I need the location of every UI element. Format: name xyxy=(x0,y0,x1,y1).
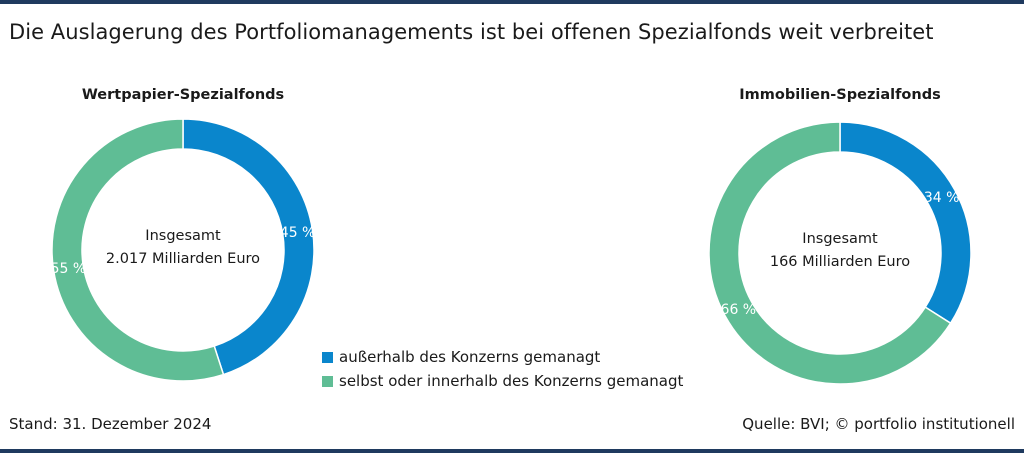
legend-label-extern: außerhalb des Konzerns gemanagt xyxy=(339,348,601,366)
legend: außerhalb des Konzerns gemanagt selbst o… xyxy=(322,345,683,393)
donut-slice-immobilien-1 xyxy=(708,121,952,385)
legend-swatch-green xyxy=(322,375,333,387)
donut-label-immobilien-1: 66 % xyxy=(721,302,757,318)
bottom-border xyxy=(0,449,1024,453)
page-title: Die Auslagerung des Portfoliomanagements… xyxy=(9,20,934,44)
chart-title-immobilien: Immobilien-Spezialfonds xyxy=(739,87,941,103)
footer-source: Quelle: BVI; © portfolio institutionell xyxy=(742,415,1015,433)
donut-slice-wertpapier-1 xyxy=(51,118,225,382)
legend-item-extern: außerhalb des Konzerns gemanagt xyxy=(322,345,683,369)
donut-label-immobilien-0: 34 % xyxy=(924,190,960,206)
legend-label-intern: selbst oder innerhalb des Konzerns geman… xyxy=(339,372,684,390)
legend-item-intern: selbst oder innerhalb des Konzerns geman… xyxy=(322,369,683,393)
footer-date: Stand: 31. Dezember 2024 xyxy=(9,415,212,433)
donut-label-wertpapier-0: 45 % xyxy=(280,225,316,241)
chart-title-wertpapier: Wertpapier-Spezialfonds xyxy=(81,87,285,103)
donut-label-wertpapier-1: 55 % xyxy=(51,261,87,277)
donut-center-label-immobilien-0: Insgesamt xyxy=(802,231,878,247)
donut-center-label-wertpapier-0: Insgesamt xyxy=(145,228,221,244)
top-border xyxy=(0,0,1024,4)
legend-swatch-blue xyxy=(322,351,333,363)
donut-center-label-wertpapier-1: 2.017 Milliarden Euro xyxy=(106,251,260,267)
donut-center-label-immobilien-1: 166 Milliarden Euro xyxy=(770,254,910,270)
donut-slice-immobilien-0 xyxy=(839,121,972,325)
donut-slice-wertpapier-0 xyxy=(182,118,315,376)
